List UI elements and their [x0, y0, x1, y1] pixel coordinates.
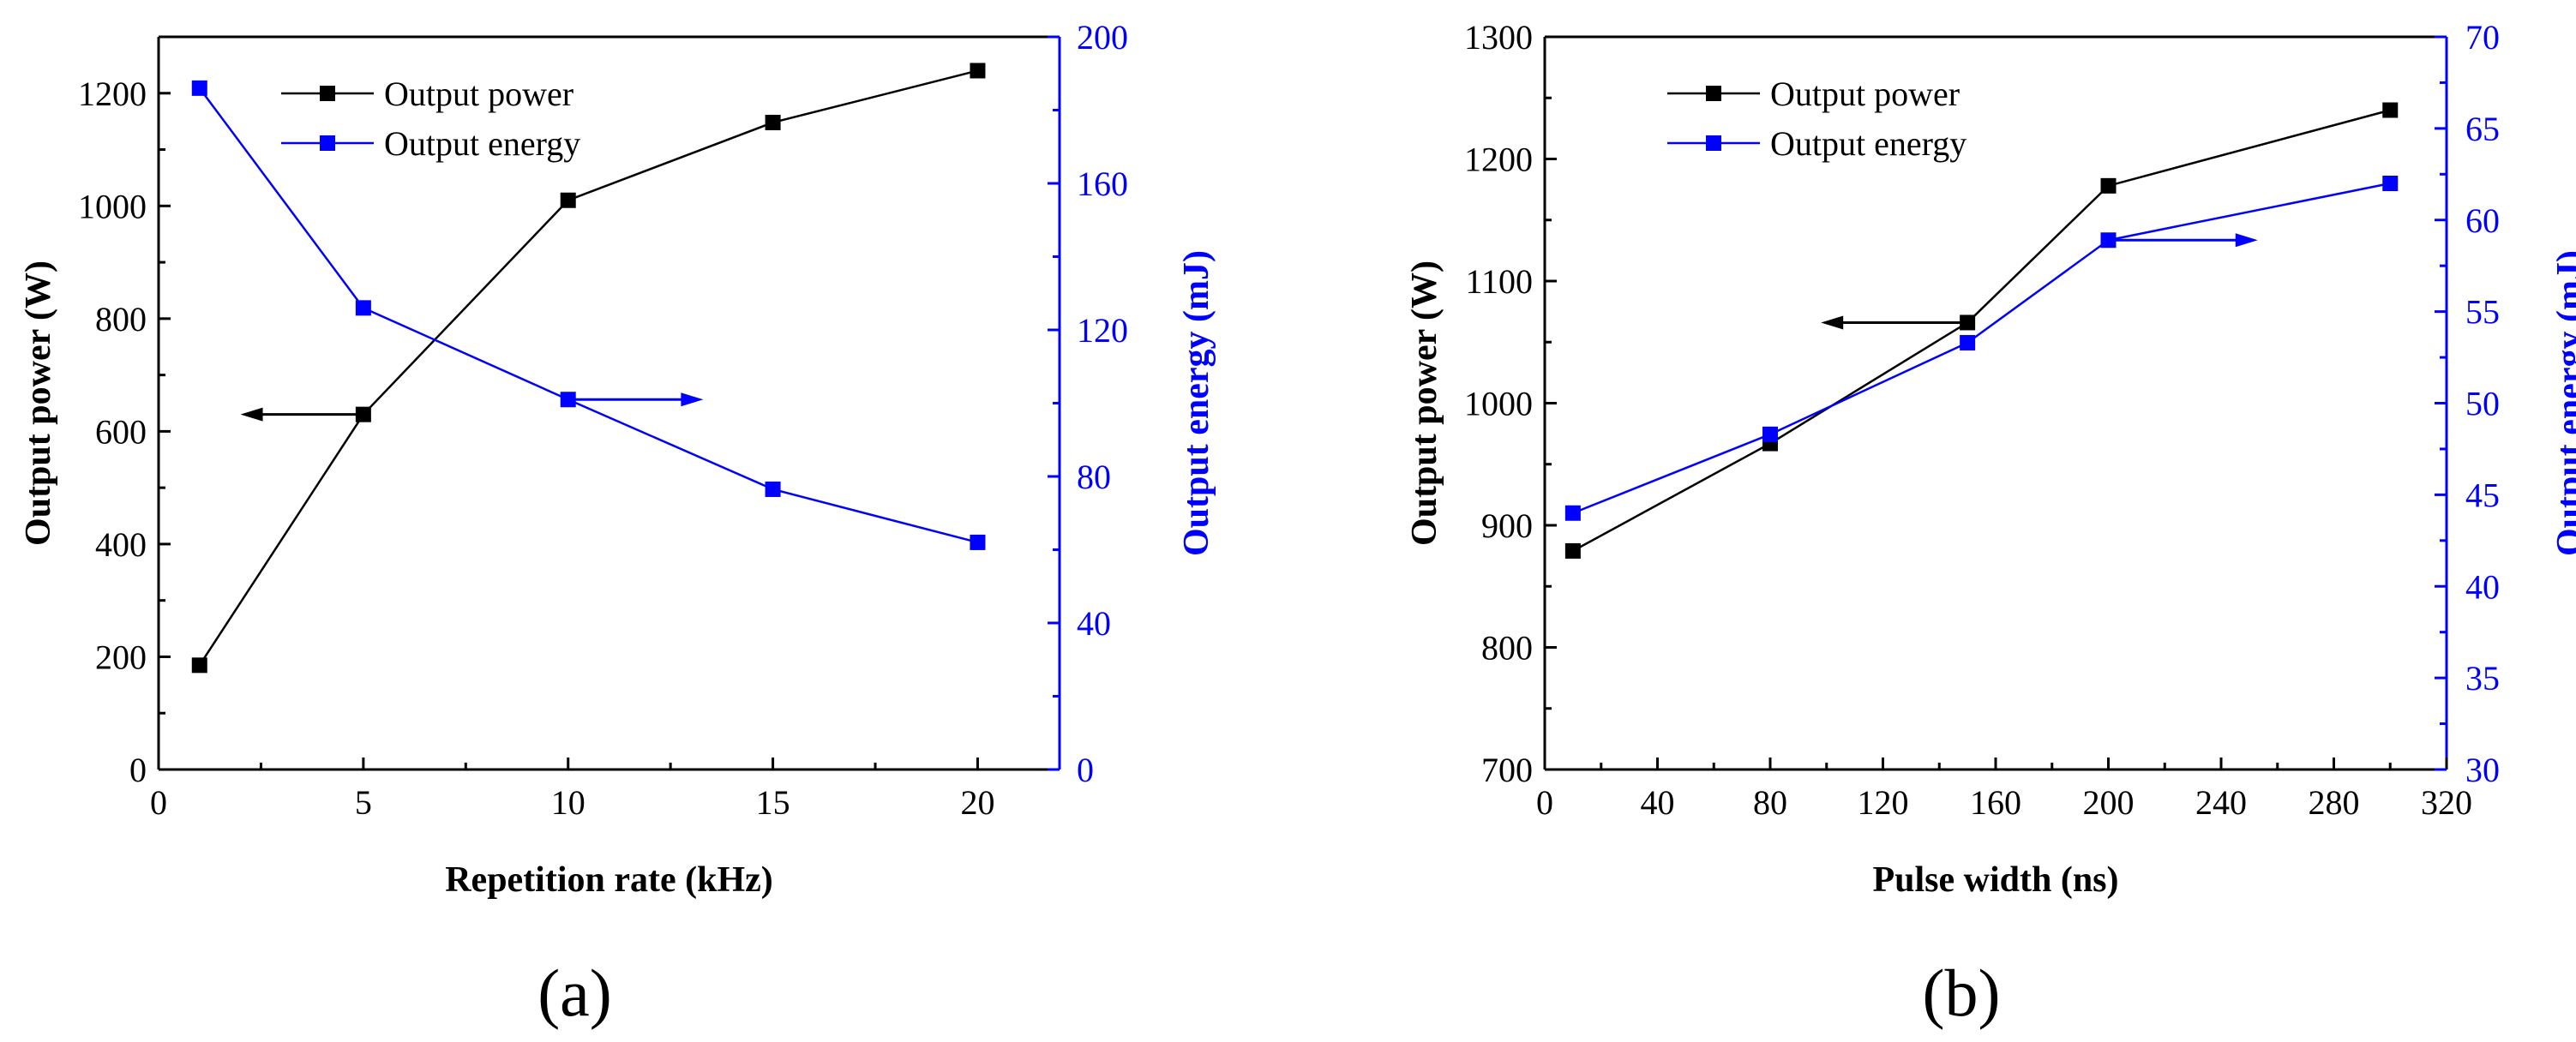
output-power-point — [970, 63, 986, 79]
right-y-axis-title: Output energy (mJ) — [1177, 250, 1216, 556]
output-power-point — [765, 114, 781, 130]
left-y-tick-label: 1200 — [1464, 141, 1533, 179]
right-y-tick-label: 30 — [2465, 751, 2500, 789]
left-y-axis-title: Output power (W) — [19, 260, 58, 546]
left-y-axis-title: Output power (W) — [1405, 260, 1444, 546]
output-energy-point — [1960, 334, 1976, 350]
right-y-tick-label: 50 — [2465, 385, 2500, 423]
output-energy-point — [191, 80, 207, 96]
output-energy-point — [765, 481, 781, 497]
right-y-tick-label: 80 — [1077, 458, 1111, 496]
right-y-axis-title: Output energy (mJ) — [2550, 250, 2576, 556]
output-energy-point — [1564, 505, 1581, 521]
legend-output-energy-marker — [1706, 135, 1721, 151]
right-y-tick-label: 70 — [2465, 18, 2500, 57]
legend-output-power-marker — [320, 86, 335, 101]
left-y-tick-label: 800 — [95, 300, 147, 338]
arrow-to-left-axis-head — [240, 407, 263, 422]
x-tick-label: 40 — [1641, 783, 1675, 822]
left-y-tick-label: 700 — [1481, 751, 1533, 789]
x-tick-label: 200 — [2083, 783, 2135, 822]
x-tick-label: 240 — [2195, 783, 2247, 822]
x-tick-label: 0 — [1536, 783, 1553, 822]
arrow-to-right-axis-head — [681, 392, 704, 407]
arrow-to-left-axis-head — [1821, 315, 1844, 330]
x-tick-label: 80 — [1753, 783, 1787, 822]
right-y-tick-label: 40 — [2465, 567, 2500, 606]
legend-output-energy-label: Output energy — [1770, 124, 1967, 163]
left-y-tick-label: 200 — [95, 638, 147, 676]
x-axis-title: Pulse width (ns) — [1872, 860, 2118, 900]
legend-output-power-label: Output power — [384, 75, 573, 113]
chart-panel-b: 0 40 80 120 160 200 240 280 320 700 800 900 1000 1100… — [1405, 18, 2576, 1030]
right-y-tick-label: 40 — [1077, 604, 1111, 643]
x-tick-label: 20 — [960, 783, 994, 822]
chart-panel-a: 0 5 10 15 2002004006008001000120004080120160… — [19, 18, 1216, 1030]
left-y-tick-label: 1100 — [1465, 262, 1533, 301]
output-power-line — [198, 69, 978, 667]
left-y-tick-label: 1300 — [1464, 18, 1533, 57]
output-energy-point — [2382, 176, 2399, 191]
panel-label: (b) — [1923, 955, 2001, 1030]
right-y-tick-label: 200 — [1077, 18, 1128, 57]
output-power-line — [1572, 109, 2391, 553]
legend-output-power-label: Output power — [1770, 75, 1960, 113]
output-energy-line — [1572, 182, 2391, 514]
legend-output-energy-marker — [320, 135, 335, 151]
output-power-point — [191, 657, 207, 674]
left-y-tick-label: 1000 — [78, 187, 147, 225]
right-y-tick-label: 65 — [2465, 110, 2500, 148]
right-y-tick-label: 0 — [1077, 751, 1094, 789]
arrow-to-right-axis-head — [2235, 233, 2258, 248]
right-y-tick-label: 160 — [1077, 165, 1128, 203]
x-tick-label: 160 — [1970, 783, 2021, 822]
right-y-tick-label: 55 — [2465, 293, 2500, 332]
right-y-tick-label: 45 — [2465, 476, 2500, 514]
output-energy-line — [198, 87, 978, 544]
left-y-tick-label: 800 — [1481, 629, 1533, 668]
x-tick-label: 10 — [551, 783, 585, 822]
right-y-tick-label: 60 — [2465, 201, 2500, 240]
left-y-tick-label: 1200 — [78, 75, 147, 113]
x-tick-label: 120 — [1858, 783, 1909, 822]
left-y-tick-label: 900 — [1481, 506, 1533, 545]
x-tick-label: 0 — [150, 783, 167, 822]
x-tick-label: 5 — [355, 783, 372, 822]
x-tick-label: 15 — [756, 783, 790, 822]
legend-output-energy-label: Output energy — [384, 124, 580, 163]
right-y-tick-label: 35 — [2465, 659, 2500, 698]
x-axis-title: Repetition rate (kHz) — [445, 860, 773, 900]
output-power-point — [2100, 177, 2117, 194]
output-power-point — [560, 192, 576, 208]
output-power-point — [1564, 542, 1581, 559]
panel-label: (a) — [537, 955, 612, 1030]
right-y-tick-label: 120 — [1077, 311, 1128, 350]
left-y-tick-label: 400 — [95, 525, 147, 564]
output-energy-point — [1762, 426, 1778, 442]
left-y-tick-label: 0 — [129, 751, 147, 789]
x-tick-label: 320 — [2421, 783, 2472, 822]
x-tick-label: 280 — [2309, 783, 2360, 822]
output-power-point — [2382, 102, 2399, 118]
output-energy-point — [970, 534, 986, 550]
left-y-tick-label: 600 — [95, 412, 147, 451]
output-energy-point — [355, 300, 371, 316]
left-y-tick-label: 1000 — [1464, 385, 1533, 423]
legend-output-power-marker — [1706, 86, 1721, 101]
